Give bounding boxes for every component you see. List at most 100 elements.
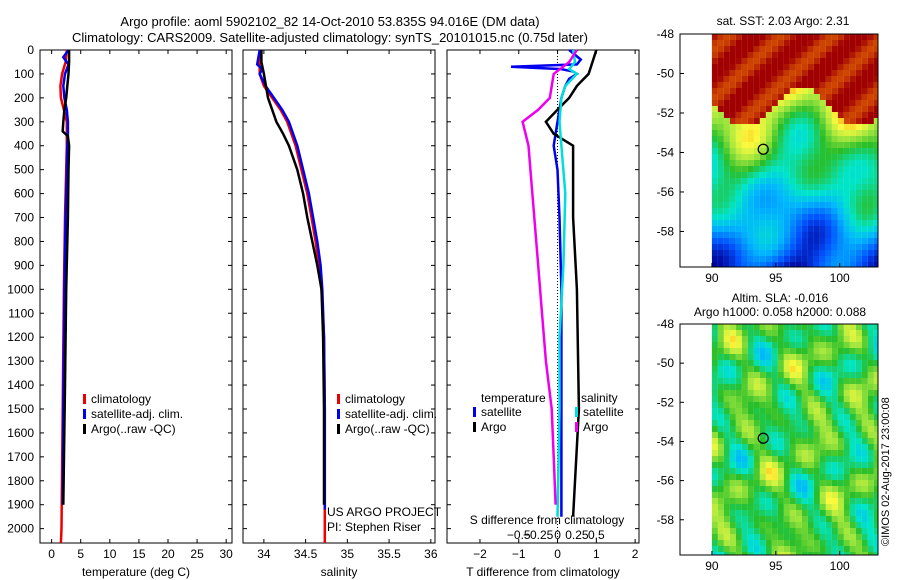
sla-map-cell xyxy=(735,534,742,540)
sla-map-cell xyxy=(753,414,760,420)
sla-map-cell xyxy=(717,522,724,528)
sla-map-cell xyxy=(831,468,838,474)
sst-map-cell xyxy=(849,166,856,172)
sst-map-cell xyxy=(819,124,826,130)
sst-map-cell xyxy=(777,52,784,58)
sst-map-cell xyxy=(735,82,742,88)
sla-map-cell xyxy=(825,468,832,474)
sla-map-cell xyxy=(849,492,856,498)
sst-map-cell xyxy=(807,136,814,142)
sla-map-cell xyxy=(825,372,832,378)
sst-map-cell xyxy=(807,196,814,202)
sst-map-cell xyxy=(837,118,844,124)
sst-map-cell xyxy=(831,220,838,226)
argo-position-marker-2 xyxy=(757,432,769,444)
sla-map-cell xyxy=(729,474,736,480)
sst-map-cell xyxy=(753,154,760,160)
sla-map-cell xyxy=(729,528,736,534)
sla-map-cell xyxy=(711,522,718,528)
sla-map-cell xyxy=(861,384,868,390)
sst-map-cell xyxy=(783,46,790,52)
sst-map-cell xyxy=(723,46,730,52)
sla-map-cell xyxy=(729,342,736,348)
sst-map-cell xyxy=(729,34,736,40)
sst-map-cell xyxy=(789,154,796,160)
sla-map-cell xyxy=(759,468,766,474)
sla-map-cell xyxy=(861,540,868,546)
sst-map-cell xyxy=(849,178,856,184)
sst-map-cell xyxy=(711,136,718,142)
sla-map-cell xyxy=(819,486,826,492)
sla-map-cell xyxy=(735,342,742,348)
sst-map-cell xyxy=(771,226,778,232)
sst-map-cell xyxy=(777,184,784,190)
sla-map-cell xyxy=(747,372,754,378)
legend-temperature-swatch xyxy=(473,407,476,417)
sla-map-cell xyxy=(867,438,874,444)
sst-map-cell xyxy=(771,88,778,94)
sst-map-cell xyxy=(795,178,802,184)
sla-map-cell xyxy=(849,414,856,420)
sla-map-cell xyxy=(711,552,718,555)
sst-map-cell xyxy=(819,130,826,136)
sst-map-cell xyxy=(819,208,826,214)
sla-map-cell xyxy=(765,468,772,474)
difference-panel-xlabel: T difference from climatology xyxy=(466,565,620,579)
sst-map-cell xyxy=(735,88,742,94)
sst-map-cell xyxy=(873,112,878,118)
sla-map-cell xyxy=(783,540,790,546)
sst-map-cell xyxy=(825,256,832,262)
sla-map-cell xyxy=(759,336,766,342)
sla-map-cell xyxy=(747,336,754,342)
sst-map-cell xyxy=(813,214,820,220)
sst-map-cell xyxy=(741,208,748,214)
sst-map-cell xyxy=(873,256,878,262)
sst-map-cell xyxy=(765,70,772,76)
sst-map-cell xyxy=(855,124,862,130)
salinity-panel-legend-swatch xyxy=(337,424,340,434)
sla-map-cell xyxy=(723,486,730,492)
sla-map-cell xyxy=(795,522,802,528)
sst-map-cell xyxy=(717,250,724,256)
sst-map-cell xyxy=(729,238,736,244)
sst-map-cell xyxy=(771,58,778,64)
sst-map-cell xyxy=(765,112,772,118)
sst-map-cell xyxy=(789,112,796,118)
sst-map-cell xyxy=(801,106,808,112)
sla-map-cell xyxy=(783,432,790,438)
sla-map-cell xyxy=(765,480,772,486)
sst-map-cell xyxy=(795,202,802,208)
sst-map-cell xyxy=(741,148,748,154)
sla-map-cell xyxy=(837,474,844,480)
sst-map-cell xyxy=(819,232,826,238)
sst-map-cell xyxy=(747,100,754,106)
sst-map-cell xyxy=(801,58,808,64)
sst-map-cell xyxy=(849,196,856,202)
sst-map-cell xyxy=(831,118,838,124)
sst-map-cell xyxy=(855,196,862,202)
sla-map-cell xyxy=(801,450,808,456)
sla-map-cell xyxy=(753,474,760,480)
sst-map-cell xyxy=(855,232,862,238)
sst-map-cell xyxy=(795,136,802,142)
sst-map-cell xyxy=(825,136,832,142)
sla-map-cell xyxy=(783,486,790,492)
sla-map-cell xyxy=(789,468,796,474)
sst-map-cell xyxy=(825,172,832,178)
temperature-panel-series-line xyxy=(61,50,71,505)
sla-map-cell xyxy=(777,516,784,522)
sla-map-cell xyxy=(789,408,796,414)
sla-map-cell xyxy=(735,480,742,486)
sla-map-cell xyxy=(861,348,868,354)
sst-map-cell xyxy=(759,46,766,52)
sla-map-cell xyxy=(813,546,820,552)
sst-map-cell xyxy=(813,40,820,46)
sst-map-cell xyxy=(795,238,802,244)
sst-map-frame xyxy=(679,33,879,268)
sst-map-cell xyxy=(771,100,778,106)
sst-map-cell xyxy=(855,184,862,190)
sst-map-cell xyxy=(849,238,856,244)
sst-map-cell xyxy=(747,76,754,82)
sst-map-cell xyxy=(819,190,826,196)
sst-map-cell xyxy=(711,184,718,190)
